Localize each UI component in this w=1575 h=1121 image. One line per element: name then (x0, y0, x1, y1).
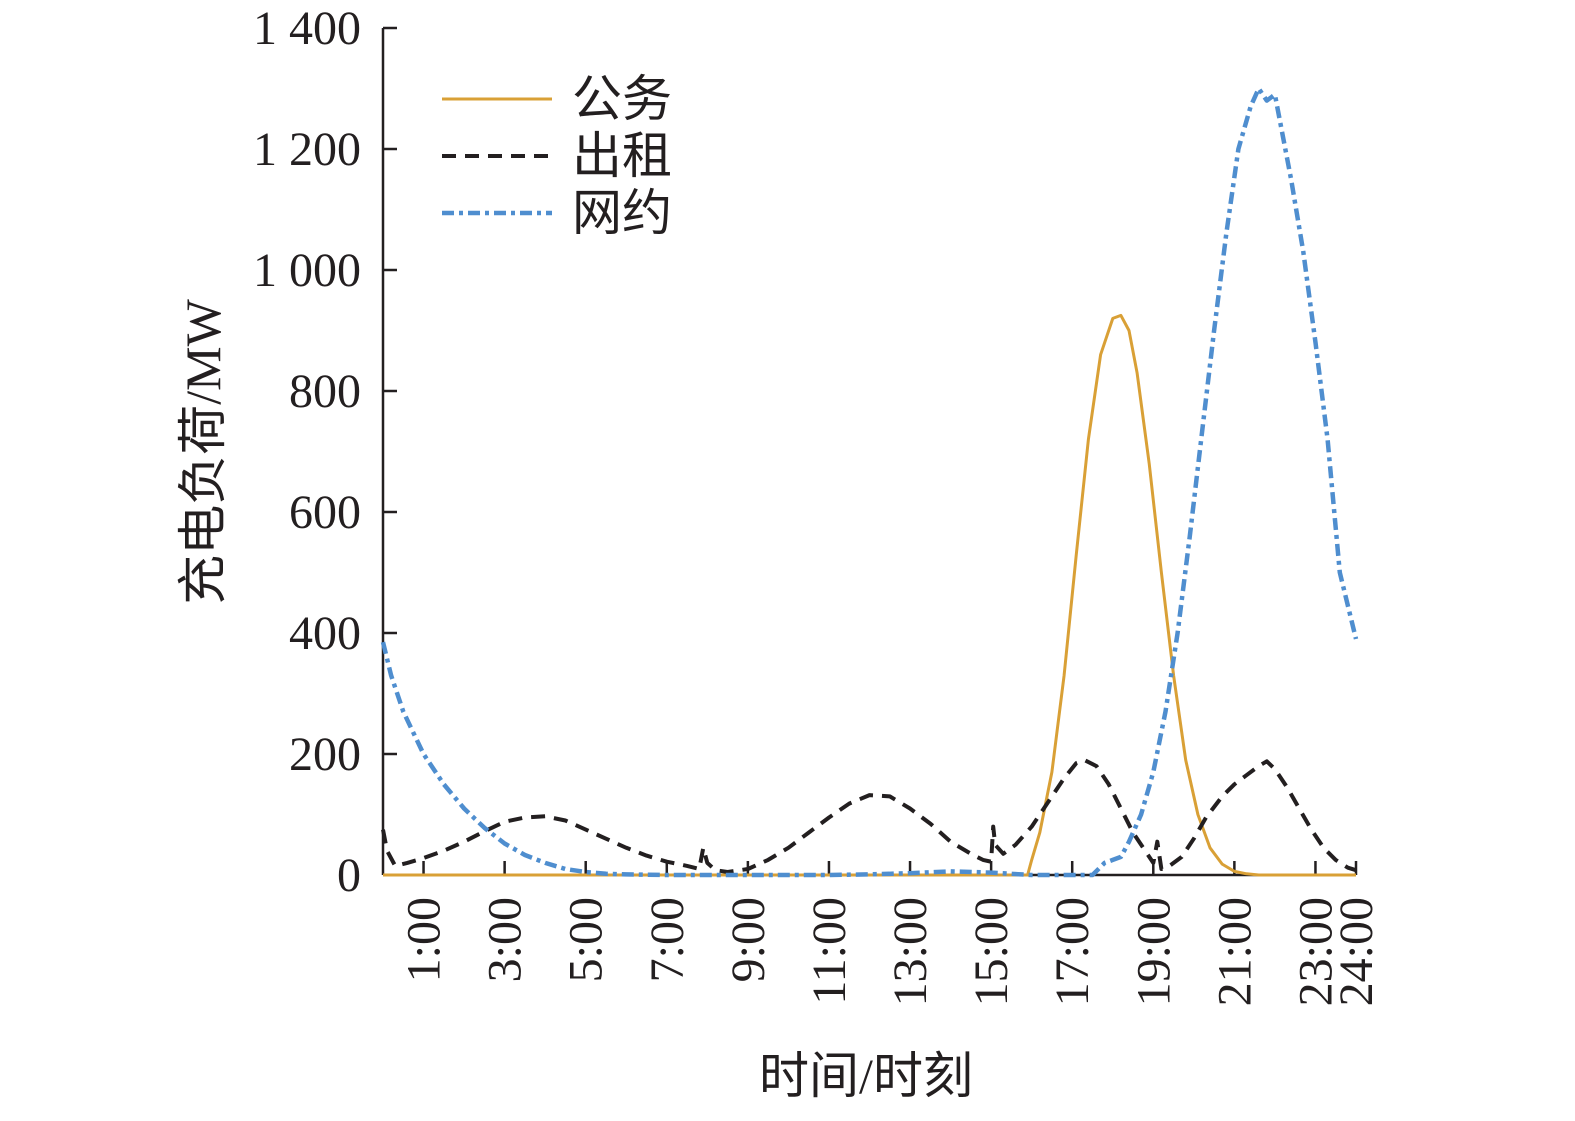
series-line-3 (380, 86, 1359, 878)
y-tick-label: 600 (289, 486, 361, 539)
y-axis-title: 充电负荷/MW (175, 298, 231, 604)
x-tick-label: 11:00 (803, 897, 856, 1005)
x-tick-label: 23:00 (1289, 897, 1342, 1006)
x-tick-label: 1:00 (398, 897, 451, 982)
x-tick-label: 7:00 (641, 897, 694, 982)
x-axis-title: 时间/时刻 (759, 1048, 973, 1104)
y-tick-label: 800 (289, 365, 361, 418)
legend-label: 出租 (572, 128, 672, 184)
x-tick-label: 17:00 (1046, 897, 1099, 1006)
y-tick-label: 200 (289, 728, 361, 781)
x-tick-label: 13:00 (884, 897, 937, 1006)
x-tick-label: 24:00 (1330, 897, 1383, 1006)
x-tick-label: 3:00 (479, 897, 532, 982)
y-tick-label: 400 (289, 607, 361, 660)
axes (381, 28, 1356, 877)
x-ticks: 1:00 3:00 5:00 7:00 9:00 11:00 13:00 15:00 17:00… (398, 861, 1383, 1006)
series-line-1 (383, 313, 1356, 877)
x-tick-label: 9:00 (722, 897, 775, 982)
x-tick-label: 5:00 (560, 897, 613, 982)
x-tick-label: 21:00 (1208, 897, 1261, 1006)
series-layer (380, 86, 1359, 878)
series-line-2 (381, 758, 1357, 874)
y-tick-label: 1 200 (253, 123, 361, 176)
legend-label: 公务 (572, 71, 672, 127)
y-tick-label: 1 400 (253, 2, 361, 55)
y-ticks: 0 200 400 600 800 1 000 1 200 1 400 (253, 2, 397, 902)
x-tick-label: 15:00 (965, 897, 1018, 1006)
y-tick-label: 0 (337, 849, 361, 902)
y-tick-label: 1 000 (253, 244, 361, 297)
x-tick-label: 19:00 (1127, 897, 1180, 1006)
legend-label: 网约 (572, 185, 672, 241)
